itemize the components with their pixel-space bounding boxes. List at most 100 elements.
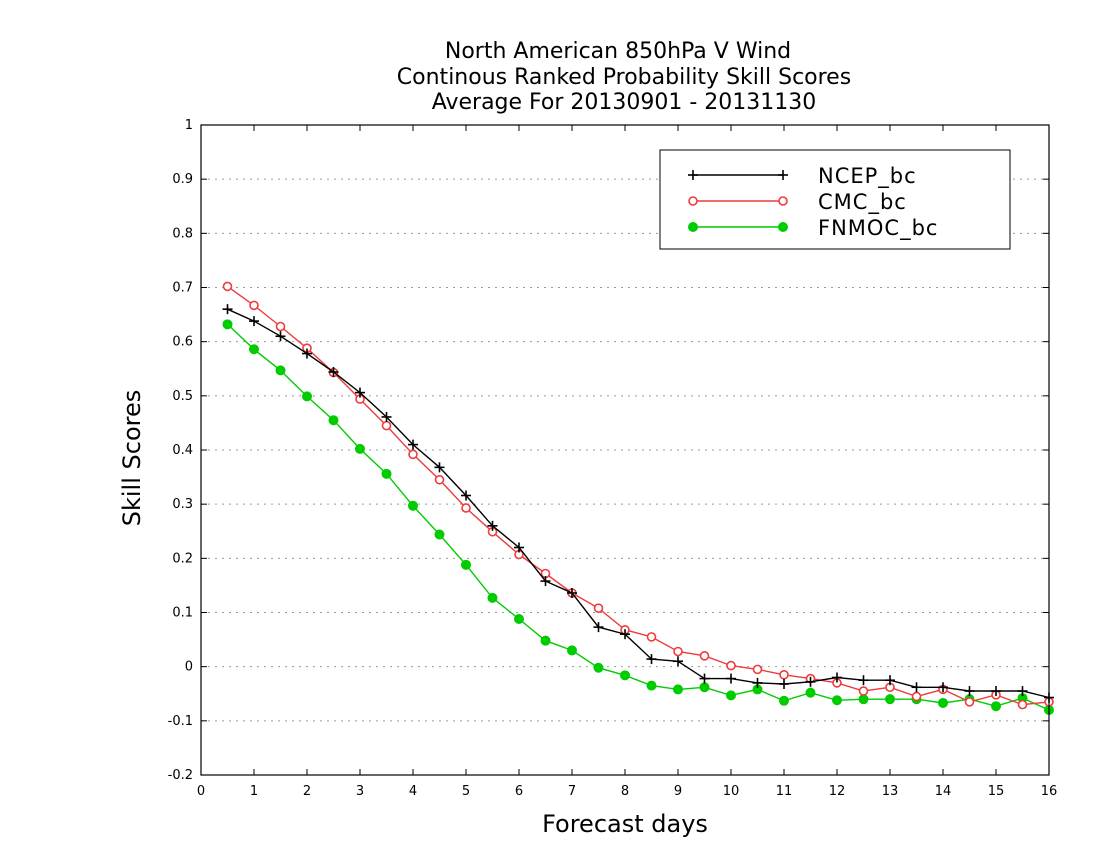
x-tick-label: 9 [674,784,682,799]
x-tick-label: 15 [988,784,1005,799]
x-tick-label: 13 [882,784,899,799]
y-tick-label: 0.5 [172,389,193,404]
legend-item-fnmoc-bc: FNMOC_bc [688,216,938,241]
legend-marker-fnmoc-bc [688,222,698,232]
data-point-ncep-bc [434,462,445,473]
data-point-ncep-bc [726,673,736,684]
series-fnmoc-bc [222,319,1054,715]
data-point-ncep-bc [249,316,259,327]
data-point-ncep-bc [381,411,392,422]
x-tick-label: 11 [776,784,793,799]
legend-marker-fnmoc-bc [778,222,788,232]
x-tick-label: 16 [1041,784,1058,799]
data-point-fnmoc-bc [540,635,551,646]
data-point-cmc-bc [249,300,259,311]
legend-label-cmc-bc: CMC_bc [818,190,907,215]
data-point-ncep-bc [540,576,551,587]
data-point-fnmoc-bc [408,500,418,511]
data-point-ncep-bc [275,331,286,342]
data-point-fnmoc-bc [434,529,445,540]
x-tick-label: 10 [723,784,740,799]
title-line-3: Average For 20130901 - 20131130 [432,90,817,115]
data-point-fnmoc-bc [567,645,577,656]
y-axis-label: Skill Scores [118,390,146,527]
data-point-fnmoc-bc [726,690,736,701]
data-point-ncep-bc [593,622,604,633]
data-point-cmc-bc [275,321,286,332]
data-point-ncep-bc [938,682,948,693]
x-tick-label: 2 [303,784,311,799]
data-point-cmc-bc [726,660,736,671]
y-tick-label: 0.9 [172,172,193,187]
legend-marker-cmc-bc [778,196,788,206]
legend-item-cmc-bc: CMC_bc [688,190,907,215]
data-point-fnmoc-bc [938,697,948,708]
y-tick-label: 0 [185,660,193,675]
chart-title: North American 850hPa V Wind Continous R… [397,39,851,115]
x-tick-label: 8 [621,784,629,799]
data-point-cmc-bc [779,669,789,680]
y-tick-label: 0.3 [172,497,193,512]
data-point-ncep-bc [964,686,975,697]
data-point-fnmoc-bc [991,701,1001,712]
data-point-fnmoc-bc [885,694,895,705]
x-tick-label: 3 [356,784,364,799]
data-point-fnmoc-bc [514,614,524,624]
data-point-ncep-bc [646,654,657,665]
data-point-fnmoc-bc [805,687,816,698]
legend-label-fnmoc-bc: FNMOC_bc [818,216,938,241]
title-line-2: Continous Ranked Probability Skill Score… [397,65,851,90]
data-point-ncep-bc [1017,686,1028,697]
data-point-cmc-bc [593,603,604,613]
data-point-fnmoc-bc [381,468,392,479]
legend-item-ncep-bc: NCEP_bc [688,164,917,189]
data-point-ncep-bc [302,348,312,359]
data-point-ncep-bc [487,520,498,531]
data-point-cmc-bc [858,686,869,696]
data-point-fnmoc-bc [302,391,312,402]
data-point-fnmoc-bc [620,670,630,681]
data-point-fnmoc-bc [487,592,498,603]
legend-marker-cmc-bc [688,196,698,206]
y-tick-label: -0.1 [168,714,193,729]
legend-label-ncep-bc: NCEP_bc [818,164,917,189]
data-point-ncep-bc [858,675,869,686]
data-point-ncep-bc [355,387,365,398]
data-point-ncep-bc [222,304,233,315]
data-point-fnmoc-bc [593,662,604,673]
data-point-ncep-bc [408,439,418,450]
data-point-ncep-bc [673,656,683,667]
data-point-cmc-bc [699,651,710,661]
data-point-cmc-bc [381,420,392,431]
x-tick-label: 6 [515,784,523,799]
y-axis: -0.2 -0.1 0 0.1 0.2 0.3 0.4 0.5 0.6 0.7 0.8 0.9 1 [168,118,1049,783]
data-point-ncep-bc [514,542,524,553]
data-point-fnmoc-bc [328,415,339,426]
y-tick-label: -0.2 [168,768,193,783]
y-tick-label: 0.1 [172,606,193,621]
data-point-cmc-bc [461,503,471,513]
data-point-ncep-bc [620,629,630,640]
data-point-fnmoc-bc [355,443,365,454]
data-point-cmc-bc [434,474,445,485]
y-tick-label: 0.8 [172,226,193,241]
x-axis: 0 1 2 3 4 5 6 7 8 9 10 11 12 13 14 15 16 [197,125,1057,799]
data-point-fnmoc-bc [673,684,683,695]
x-axis-label: Forecast days [542,810,708,838]
x-tick-label: 4 [409,784,417,799]
data-point-fnmoc-bc [646,680,657,691]
data-point-ncep-bc [461,490,471,501]
series-cmc-bc [222,281,1054,710]
title-line-1: North American 850hPa V Wind [445,39,791,64]
y-tick-label: 0.6 [172,335,193,350]
data-point-ncep-bc [885,675,895,686]
data-point-ncep-bc [805,676,816,687]
x-tick-label: 7 [568,784,576,799]
data-point-fnmoc-bc [461,559,471,570]
series-line-fnmoc-bc [227,323,1050,711]
series-ncep-bc [222,304,1054,703]
x-tick-label: 0 [197,784,205,799]
data-point-cmc-bc [408,449,418,460]
